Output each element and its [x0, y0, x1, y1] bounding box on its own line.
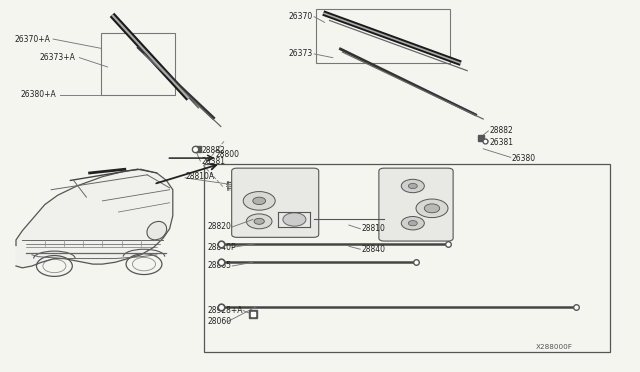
Text: 26370+A: 26370+A	[14, 35, 50, 44]
Circle shape	[416, 199, 448, 218]
Circle shape	[253, 197, 266, 205]
Text: 28060: 28060	[208, 317, 232, 326]
Text: 26381: 26381	[490, 138, 514, 147]
Circle shape	[283, 213, 306, 226]
FancyBboxPatch shape	[232, 168, 319, 237]
Bar	[101, 33, 175, 95]
Text: X288000F: X288000F	[536, 344, 573, 350]
Text: 28810: 28810	[362, 224, 385, 233]
Text: 28865: 28865	[208, 262, 232, 270]
Circle shape	[401, 217, 424, 230]
Polygon shape	[16, 169, 173, 268]
Circle shape	[401, 179, 424, 193]
Circle shape	[408, 221, 417, 226]
Circle shape	[254, 218, 264, 224]
Ellipse shape	[147, 221, 166, 240]
Text: 26380: 26380	[512, 154, 536, 163]
Text: 28820: 28820	[208, 222, 232, 231]
Text: 26370: 26370	[288, 12, 312, 21]
Text: 28810A: 28810A	[186, 172, 215, 181]
Circle shape	[408, 183, 417, 189]
Bar	[316, 9, 450, 63]
Circle shape	[243, 192, 275, 210]
Text: 28928+A: 28928+A	[208, 306, 243, 315]
Text: 26373+A: 26373+A	[40, 53, 76, 62]
Text: 26380+A: 26380+A	[20, 90, 56, 99]
Circle shape	[246, 214, 272, 229]
Text: 28882: 28882	[490, 126, 513, 135]
Text: 28840: 28840	[362, 245, 385, 254]
Bar	[204, 164, 610, 352]
Text: 26381: 26381	[202, 157, 226, 166]
Text: 28800: 28800	[216, 150, 240, 159]
Text: 28840P: 28840P	[208, 243, 237, 252]
Text: 28882: 28882	[202, 146, 225, 155]
FancyBboxPatch shape	[379, 168, 453, 241]
Text: 26373: 26373	[288, 49, 312, 58]
Circle shape	[424, 204, 440, 213]
